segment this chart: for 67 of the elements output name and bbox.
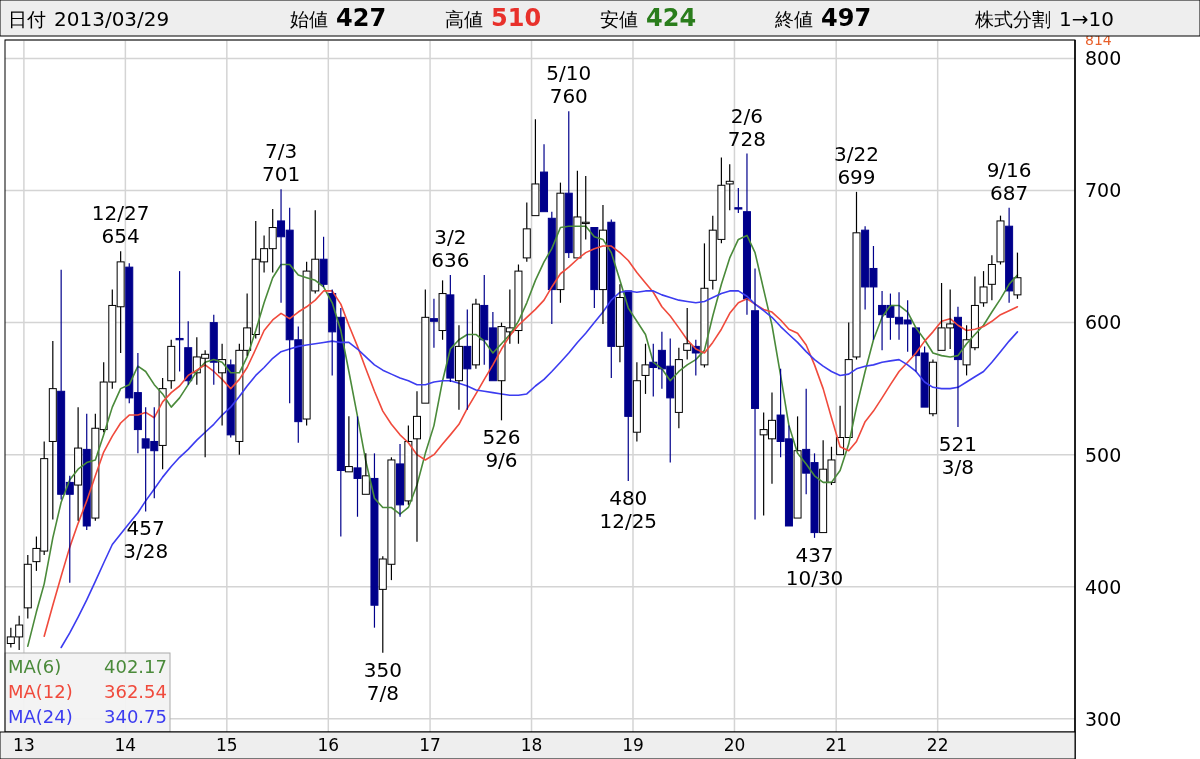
candlestick — [615, 283, 624, 363]
x-tick-label: 19 — [622, 735, 644, 755]
candlestick — [987, 254, 996, 301]
candlestick — [683, 307, 692, 361]
text: 高値 510 — [445, 4, 542, 32]
candlestick — [74, 406, 83, 522]
text: 安値 424 — [600, 4, 697, 32]
candlestick — [928, 358, 937, 417]
candlestick — [751, 267, 760, 520]
x-tick-label: 22 — [926, 735, 949, 755]
candlestick — [953, 306, 962, 428]
candlestick — [454, 324, 463, 411]
candlestick — [319, 236, 328, 288]
annotation: 5/10 760 — [546, 61, 592, 109]
annotation: 402.17 — [104, 656, 167, 677]
y-tick-label: 400 — [1085, 575, 1122, 598]
candlestick — [632, 361, 641, 443]
text: 株式分割 1→10 — [974, 7, 1114, 31]
annotation: 526 9/6 — [482, 425, 521, 473]
x-tick-label: 14 — [114, 735, 137, 755]
annotation: 3/2 636 — [431, 225, 470, 273]
text: 日付 2013/03/29 — [8, 7, 170, 31]
candlestick — [674, 347, 683, 429]
annotation: 362.54 — [104, 681, 167, 702]
candlestick — [641, 343, 650, 395]
candlestick — [463, 308, 472, 411]
text: MA(12) — [8, 681, 73, 702]
annotation: 521 3/8 — [938, 431, 978, 479]
annotation: 350 7/8 — [363, 657, 402, 705]
x-tick-label: 16 — [317, 735, 340, 755]
annotation: 437 10/30 — [785, 542, 844, 590]
candlestick — [742, 152, 751, 316]
candlestick — [598, 204, 607, 325]
annotation: 480 12/25 — [599, 486, 658, 534]
y-tick-label: 700 — [1085, 179, 1122, 202]
annotation: 7/3 701 — [261, 139, 301, 187]
candlestick — [429, 298, 438, 349]
candlestick — [48, 340, 57, 520]
x-tick-label: 15 — [216, 735, 238, 755]
annotation: 3/22 699 — [834, 141, 879, 189]
candlestick — [370, 452, 379, 629]
candlestick — [175, 270, 184, 373]
annotation: 457 3/28 — [123, 516, 169, 564]
candlestick — [700, 242, 709, 369]
candlestick — [396, 443, 405, 518]
y-tick-label: 300 — [1085, 707, 1122, 730]
x-tick-label: 21 — [825, 735, 848, 755]
candlestick — [1005, 207, 1014, 304]
line-series — [60, 290, 1019, 649]
annotation: 9/16 687 — [986, 157, 1032, 205]
x-tick-label: 13 — [13, 735, 35, 755]
x-tick-label: 18 — [520, 735, 543, 755]
text: 始値 427 — [290, 4, 387, 32]
y-tick-label: 500 — [1085, 443, 1122, 466]
series-label: MA(6) — [8, 656, 62, 677]
text: MA(24) — [8, 706, 73, 727]
candlestick — [412, 390, 421, 543]
x-tick-label: 20 — [723, 735, 746, 755]
y-tick-label: 800 — [1085, 47, 1122, 70]
annotation: 340.75 — [104, 706, 167, 727]
candlestick — [353, 415, 362, 518]
x-tick-label: 17 — [419, 735, 441, 755]
annotation: 2/6 728 — [727, 103, 767, 151]
text: 終値 497 — [774, 4, 872, 32]
annotation: 12/27 654 — [91, 201, 150, 249]
y-tick-label: 600 — [1085, 311, 1122, 334]
candlestick — [471, 298, 480, 370]
